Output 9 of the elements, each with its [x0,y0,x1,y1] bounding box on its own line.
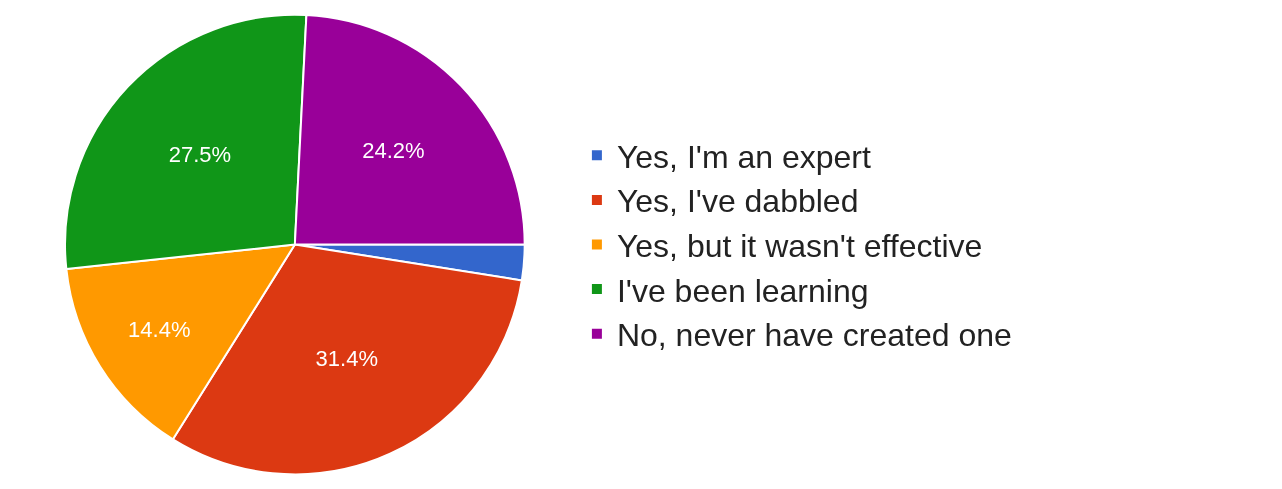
legend-label: Yes, I've dabbled [616,183,859,220]
data-label: 24.2% [362,138,425,164]
legend-label: I've been learning [616,272,869,309]
data-label: 14.4% [128,316,191,342]
legend-label: Yes, but it wasn't effective [616,227,983,264]
data-label: 27.5% [168,142,232,168]
legend-label: Yes, I'm an expert [616,138,871,175]
legend-label: No, never have created one [616,317,1012,354]
data-label: 31.4% [315,346,378,372]
